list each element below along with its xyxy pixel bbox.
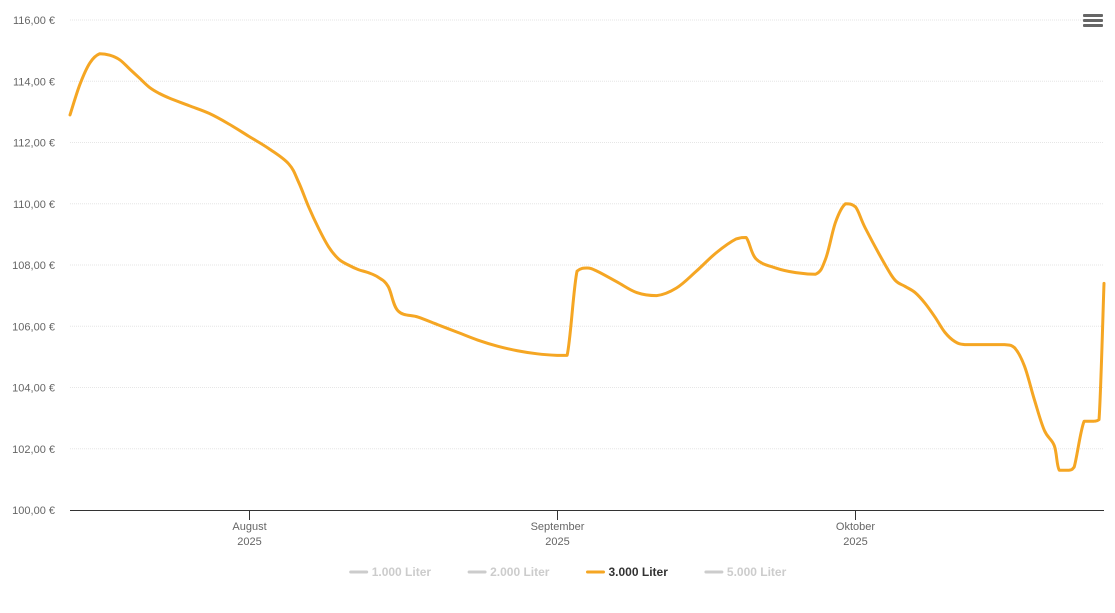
x-tick-label-year: 2025 bbox=[843, 536, 867, 548]
legend-item-2-000-liter[interactable]: 2.000 Liter bbox=[467, 565, 550, 579]
legend-label: 1.000 Liter bbox=[372, 565, 432, 579]
y-tick-label: 106,00 € bbox=[12, 321, 55, 333]
y-tick-label: 116,00 € bbox=[13, 15, 55, 27]
legend-label: 5.000 Liter bbox=[727, 565, 787, 579]
x-tick-label-month: August bbox=[232, 521, 266, 533]
x-tick-label-month: September bbox=[531, 521, 585, 533]
legend-item-1-000-liter[interactable]: 1.000 Liter bbox=[349, 565, 432, 579]
x-tick-label-year: 2025 bbox=[237, 536, 261, 548]
y-axis: 100,00 € 102,00 € 104,00 € 106,00 € 108,00 €… bbox=[12, 15, 55, 517]
x-tick-label-month: Oktober bbox=[836, 521, 875, 533]
y-tick-label: 112,00 € bbox=[13, 138, 55, 150]
y-tick-label: 110,00 € bbox=[13, 199, 55, 211]
legend-label: 3.000 Liter bbox=[609, 565, 669, 579]
hamburger-menu-icon[interactable] bbox=[1083, 12, 1103, 30]
legend-item-3-000-liter[interactable]: 3.000 Liter bbox=[586, 565, 669, 579]
series-layer bbox=[68, 52, 1106, 472]
y-tick-label: 108,00 € bbox=[12, 260, 55, 272]
grid-layer bbox=[70, 19, 1104, 450]
y-tick-label: 102,00 € bbox=[12, 444, 55, 456]
series-line-3-000-liter[interactable] bbox=[68, 52, 1106, 472]
legend: 1.000 Liter 2.000 Liter 3.000 Liter 5.000 L… bbox=[349, 565, 787, 579]
legend-item-5-000-liter[interactable]: 5.000 Liter bbox=[704, 565, 787, 579]
y-tick-label: 100,00 € bbox=[12, 505, 55, 517]
x-tick-label-year: 2025 bbox=[545, 536, 569, 548]
y-tick-label: 104,00 € bbox=[12, 383, 55, 395]
legend-label: 2.000 Liter bbox=[490, 565, 550, 579]
x-axis: August 2025 September 2025 Oktober 2025 bbox=[70, 510, 1104, 548]
y-tick-label: 114,00 € bbox=[13, 76, 55, 88]
